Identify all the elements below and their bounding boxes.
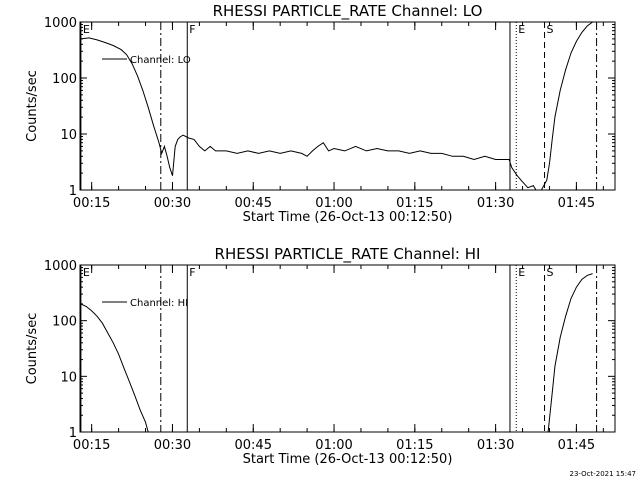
event-marker-label: E xyxy=(83,23,90,36)
chart-title: RHESSI PARTICLE_RATE Channel: HI xyxy=(215,245,481,264)
legend-label: Channel: LO xyxy=(130,55,191,66)
y-tick-label: 1000 xyxy=(44,259,77,274)
y-tick-label: 1000 xyxy=(44,16,77,31)
x-tick-label: 01:15 xyxy=(396,438,433,453)
data-series-line xyxy=(80,273,593,433)
y-tick-label: 10 xyxy=(60,370,77,385)
legend-label: Channel: HI xyxy=(130,298,188,309)
x-tick-label: 01:15 xyxy=(396,196,433,211)
x-axis-label: Start Time (26-Oct-13 00:12:50) xyxy=(243,210,453,225)
event-marker-label: F xyxy=(189,23,195,36)
y-tick-label: 1 xyxy=(69,426,77,441)
y-tick-label: 10 xyxy=(60,128,77,143)
event-marker-label: E xyxy=(518,266,525,279)
x-tick-label: 00:30 xyxy=(154,196,191,211)
y-tick-label: 100 xyxy=(52,315,77,330)
plot-frame xyxy=(79,21,616,191)
chart-title: RHESSI PARTICLE_RATE Channel: LO xyxy=(213,2,483,21)
y-tick-label: 1 xyxy=(69,184,77,199)
x-tick-label: 01:30 xyxy=(477,438,514,453)
x-tick-label: 00:45 xyxy=(235,438,272,453)
chart-panel-1: RHESSI PARTICLE_RATE Channel: LO 1 10 100 10… xyxy=(25,2,616,225)
y-tick-label: 100 xyxy=(52,72,77,87)
x-tick-label: 01:30 xyxy=(477,196,514,211)
event-marker-label: S xyxy=(547,23,554,36)
y-axis-label: Counts/sec xyxy=(25,313,40,385)
x-tick-label: 01:45 xyxy=(558,438,595,453)
event-marker-label: E xyxy=(518,23,525,36)
event-marker-label: S xyxy=(547,266,554,279)
timestamp-label: 23-Oct-2021 15:47 xyxy=(570,470,636,478)
plot-frame xyxy=(79,264,616,433)
event-marker-label: E xyxy=(83,266,90,279)
x-tick-label: 00:30 xyxy=(154,438,191,453)
y-axis-label: Counts/sec xyxy=(25,70,40,142)
x-tick-label: 01:45 xyxy=(558,196,595,211)
chart-panel-2: RHESSI PARTICLE_RATE Channel: HI 1 10 100 10… xyxy=(25,245,616,467)
x-tick-label: 00:15 xyxy=(73,438,110,453)
x-tick-label: 01:00 xyxy=(315,196,352,211)
data-series-line xyxy=(80,21,593,191)
x-tick-label: 00:45 xyxy=(235,196,272,211)
event-marker-label: F xyxy=(189,266,195,279)
x-tick-label: 00:15 xyxy=(73,196,110,211)
x-axis-label: Start Time (26-Oct-13 00:12:50) xyxy=(243,452,453,467)
x-tick-label: 01:00 xyxy=(315,438,352,453)
